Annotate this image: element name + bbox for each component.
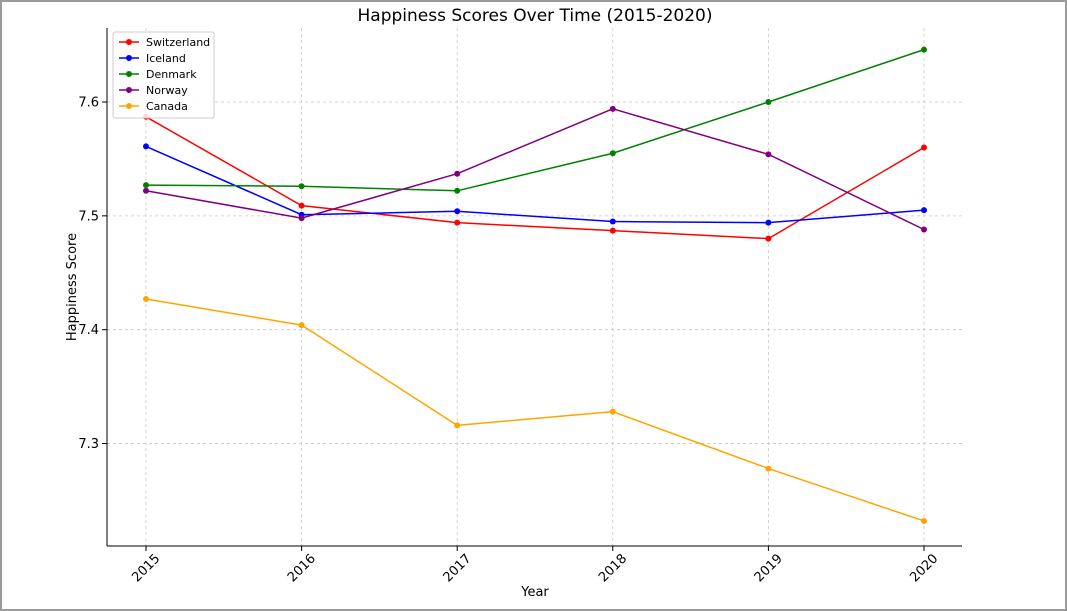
series-line [145, 116, 925, 240]
data-point [609, 408, 616, 415]
y-tick-label: 7.5 [78, 209, 99, 224]
x-tick-label: 2016 [285, 551, 319, 585]
series-line [145, 48, 925, 192]
series-denmark [143, 46, 927, 194]
series-lines [143, 46, 927, 524]
data-point [921, 207, 927, 214]
data-point [143, 187, 149, 194]
x-axis-title: Year [520, 585, 549, 600]
data-point [454, 219, 461, 226]
data-point [609, 105, 616, 112]
series-canada [143, 295, 927, 524]
x-tick-label: 2019 [752, 551, 786, 585]
data-point [298, 202, 305, 209]
legend-marker [126, 87, 132, 93]
y-axis-title: Happiness Score [65, 233, 80, 341]
x-tick-label: 2017 [441, 551, 475, 585]
chart-title: Happiness Scores Over Time (2015-2020) [358, 6, 713, 26]
series-switzerland [143, 113, 927, 242]
y-tick-label: 7.6 [78, 96, 99, 111]
legend-item-denmark: Denmark [119, 68, 197, 81]
data-point [921, 226, 927, 233]
legend-marker [126, 55, 132, 61]
legend-marker [126, 103, 132, 109]
data-point [454, 187, 461, 194]
series-norway [143, 105, 927, 233]
data-point [765, 99, 772, 105]
legend-marker [126, 71, 132, 77]
y-tick-label: 7.3 [78, 437, 99, 452]
data-point [143, 182, 149, 189]
x-tick-label: 2015 [129, 551, 163, 585]
series-iceland [143, 143, 927, 226]
data-point [765, 151, 772, 158]
data-point [298, 215, 305, 222]
grid [107, 28, 962, 546]
legend-label: Iceland [146, 52, 186, 65]
legend-label: Switzerland [146, 36, 210, 49]
data-point [765, 465, 772, 472]
data-point [609, 227, 616, 234]
legend-item-canada: Canada [119, 100, 188, 113]
data-point [921, 517, 927, 524]
data-point [454, 170, 461, 177]
data-point [298, 183, 305, 190]
series-line [145, 108, 925, 231]
x-tick-label: 2020 [907, 551, 941, 585]
data-point [454, 208, 461, 215]
data-point [765, 219, 772, 226]
data-point [609, 150, 616, 157]
y-tick-label: 7.4 [78, 323, 99, 338]
legend-label: Canada [146, 100, 188, 113]
data-point [298, 322, 305, 329]
data-point [921, 46, 927, 53]
data-point [921, 144, 927, 151]
data-point [143, 295, 149, 302]
legend-label: Norway [146, 84, 188, 97]
legend-box [112, 31, 215, 119]
legend-marker [126, 39, 132, 45]
series-line [145, 145, 925, 224]
legend-item-norway: Norway [119, 84, 188, 97]
data-point [143, 143, 149, 150]
tick-labels: 2015 2016 2017 2018 2019 2020 7.3 7.4 7.5 7.6 [78, 96, 941, 586]
series-line [145, 298, 925, 522]
data-point [609, 218, 616, 225]
legend: Switzerland Iceland Denmark Norway Canada [112, 31, 215, 119]
legend-label: Denmark [146, 68, 197, 81]
data-point [765, 235, 772, 242]
x-tick-label: 2018 [596, 551, 630, 585]
axes [102, 28, 962, 551]
legend-item-switzerland: Switzerland [119, 36, 210, 49]
legend-item-iceland: Iceland [119, 52, 186, 65]
data-point [454, 422, 461, 429]
